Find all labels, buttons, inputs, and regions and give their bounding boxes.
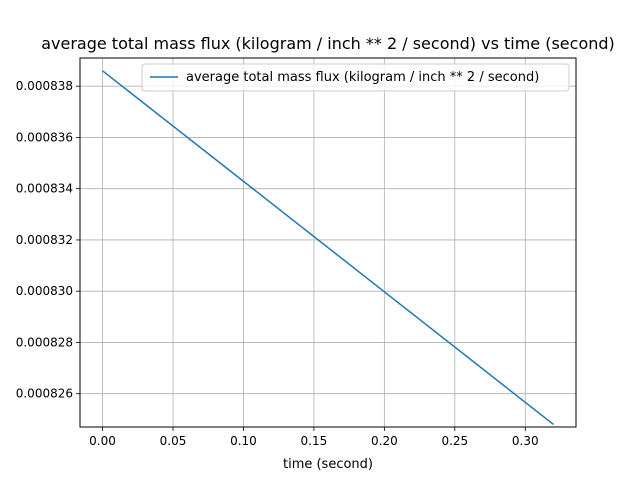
x-tick-label: 0.10	[230, 434, 257, 448]
y-tick-label: 0.000826	[16, 387, 73, 401]
y-tick-label: 0.000832	[16, 233, 73, 247]
legend-box	[141, 63, 570, 92]
legend: average total mass flux (kilogram / inch…	[141, 63, 570, 92]
series-group	[102, 70, 554, 426]
axis-ticks: 0.00 0.05 0.10 0.15 0.20 0.25 0.30 0.000826 0.00…	[16, 79, 539, 448]
x-tick-label: 0.15	[301, 434, 328, 448]
y-tick-label: 0.000836	[16, 130, 73, 144]
legend-label: average total mass flux (kilogram / inch…	[186, 70, 539, 85]
x-tick-label: 0.30	[512, 434, 539, 448]
y-tick-label: 0.000838	[16, 79, 73, 93]
y-tick-label: 0.000828	[16, 335, 73, 349]
plot-area-frame	[79, 57, 577, 428]
chart-title: average total mass flux (kilogram / inch…	[41, 34, 615, 53]
x-tick-label: 0.25	[441, 434, 468, 448]
series-line	[102, 70, 554, 426]
x-axis-label: time (second)	[283, 457, 373, 472]
y-tick-label: 0.000834	[16, 182, 73, 196]
x-tick-label: 0.00	[89, 434, 116, 448]
x-tick-label: 0.20	[371, 434, 398, 448]
x-tick-label: 0.05	[160, 434, 187, 448]
y-tick-label: 0.000830	[16, 284, 73, 298]
